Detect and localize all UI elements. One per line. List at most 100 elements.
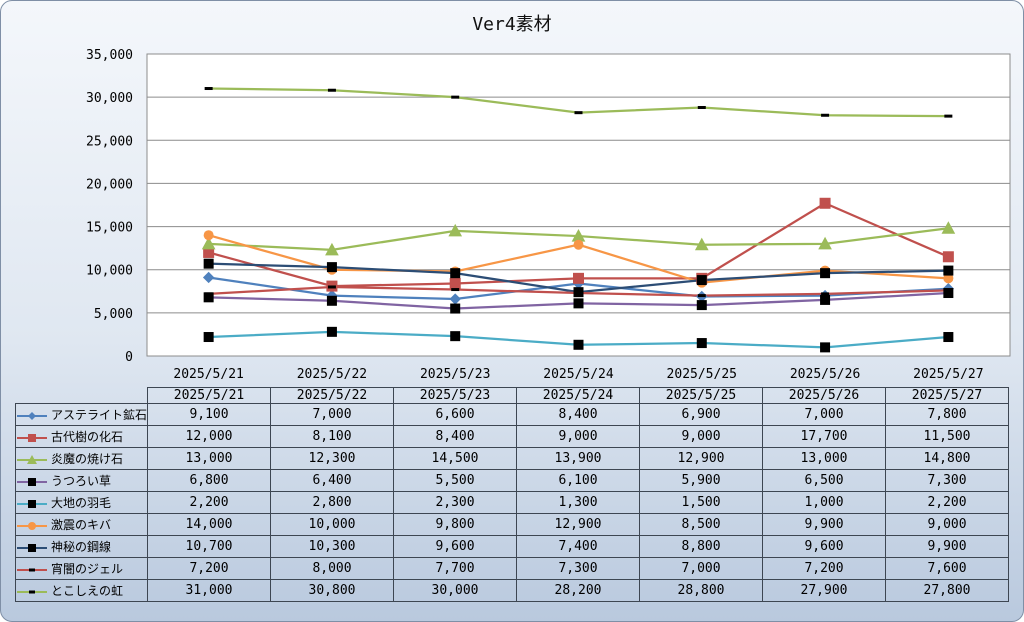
table-cell: 7,200 [762, 557, 887, 580]
table-cell: 13,000 [762, 447, 887, 470]
data-point [941, 221, 956, 234]
data-point [944, 114, 953, 118]
legend-key [17, 477, 47, 486]
data-point [450, 331, 461, 342]
data-point [326, 295, 337, 306]
table-cell: 8,100 [270, 425, 395, 448]
x-tick-label: 2025/5/22 [297, 367, 367, 382]
table-cell: 30,800 [270, 579, 395, 602]
table-cell: 31,000 [147, 579, 272, 602]
x-tick-label: 2025/5/23 [420, 367, 490, 382]
legend-marker [27, 454, 37, 464]
series-name: 炎魔の焼け石 [51, 452, 124, 466]
data-point [203, 292, 214, 303]
table-row: 激震のキバ 14,000 10,000 9,800 12,900 8,500 9,900 9,… [14, 513, 1010, 536]
table-cell: 6,400 [270, 469, 395, 492]
table-row: 神秘の鋼線 10,700 10,300 9,600 7,400 8,800 9,600 9,9… [14, 535, 1010, 558]
table-cell: 14,000 [147, 513, 272, 536]
data-point [697, 105, 706, 109]
data-point [818, 236, 832, 250]
table-column-header: 2025/5/27 [885, 387, 1010, 404]
table-cell: 28,200 [516, 579, 641, 602]
data-point [573, 272, 584, 284]
data-point [201, 236, 216, 250]
x-tick-label: 2025/5/27 [913, 367, 983, 382]
table-row: 大地の羽毛 2,200 2,800 2,300 1,300 1,500 1,000 2,200 [14, 491, 1010, 514]
table-cell: 13,900 [516, 447, 641, 470]
table-cell: 7,200 [147, 557, 272, 580]
table-row: 炎魔の焼け石 13,000 12,300 14,500 13,900 12,900 13,0… [14, 447, 1010, 470]
data-point [451, 288, 460, 292]
table-cell: 10,700 [147, 535, 272, 558]
legend-marker [28, 543, 36, 552]
y-tick-label: 35,000 [86, 48, 133, 63]
data-point [574, 111, 583, 115]
table-cell: 2,200 [147, 491, 272, 514]
table-header-row: 2025/5/21 2025/5/22 2025/5/23 2025/5/24 2025… [16, 387, 1010, 404]
y-tick-label: 0 [125, 350, 133, 365]
data-point [204, 87, 213, 91]
data-point [448, 223, 463, 237]
series-name: 激震のキバ [51, 518, 112, 532]
x-tick-label: 2025/5/24 [543, 367, 614, 382]
table-cell: 14,800 [885, 447, 1010, 470]
series-name: 宵闇のジェル [51, 562, 124, 576]
table-cell: 6,100 [516, 469, 641, 492]
table-cell: 7,400 [516, 535, 641, 558]
table-cell: 1,000 [762, 491, 887, 514]
table-cell: 30,000 [393, 579, 518, 602]
series-label-cell: 神秘の鋼線 [14, 535, 149, 558]
legend-marker [28, 477, 36, 486]
table-cell: 7,000 [270, 403, 395, 426]
table-cell: 2,800 [270, 491, 395, 514]
data-point [697, 294, 706, 298]
table-cell: 6,800 [147, 469, 272, 492]
table-cell: 2,300 [393, 491, 518, 514]
table-cell: 27,900 [762, 579, 887, 602]
table-column-header: 2025/5/24 [516, 387, 641, 404]
data-point [696, 275, 707, 286]
table-cell: 7,000 [639, 557, 764, 580]
table-cell: 2,200 [885, 491, 1010, 514]
data-point [326, 326, 337, 337]
table-row: 古代樹の化石 12,000 8,100 8,400 9,000 9,000 17,700 11… [14, 425, 1010, 448]
legend-marker [28, 433, 36, 442]
x-tick-label: 2025/5/25 [667, 367, 737, 382]
legend-marker [28, 521, 36, 530]
table-cell: 5,900 [639, 469, 764, 492]
legend-key [17, 454, 47, 464]
table-cell: 9,600 [393, 535, 518, 558]
series-label-cell: うつろい草 [14, 469, 149, 492]
series-name: とこしえの虹 [51, 584, 124, 598]
data-point [821, 113, 830, 117]
data-point [450, 303, 461, 314]
y-tick-label: 10,000 [86, 264, 133, 279]
table-cell: 5,500 [393, 469, 518, 492]
data-point [943, 265, 954, 276]
table-cell: 17,700 [762, 425, 887, 448]
data-point [326, 262, 337, 273]
data-point [573, 239, 584, 250]
table-cell: 9,000 [885, 513, 1010, 536]
legend-marker [29, 568, 35, 571]
table-cell: 12,900 [639, 447, 764, 470]
table-cell: 7,600 [885, 557, 1010, 580]
data-point [203, 332, 214, 343]
plot-area: 0 5,000 10,000 15,000 20,000 25,000 30,000 35,0… [86, 48, 1011, 382]
data-point [451, 95, 460, 99]
legend-marker [28, 411, 36, 420]
table-row: とこしえの虹 31,000 30,800 30,000 28,200 28,800 27,9… [14, 579, 1010, 602]
data-point [573, 339, 584, 350]
table-cell: 7,700 [393, 557, 518, 580]
series-name: 大地の羽毛 [51, 496, 112, 510]
series-label-cell: 炎魔の焼け石 [14, 447, 149, 470]
data-point [943, 332, 954, 343]
table-cell: 8,800 [639, 535, 764, 558]
series-label-cell: アステライト鉱石 [14, 403, 149, 426]
legend-key [17, 543, 47, 552]
series-label-cell: とこしえの虹 [14, 579, 149, 602]
data-point [449, 278, 461, 290]
legend-marker [28, 499, 36, 508]
data-point [820, 268, 831, 279]
table-row: うつろい草 6,800 6,400 5,500 6,100 5,900 6,500 7,300 [14, 469, 1010, 492]
